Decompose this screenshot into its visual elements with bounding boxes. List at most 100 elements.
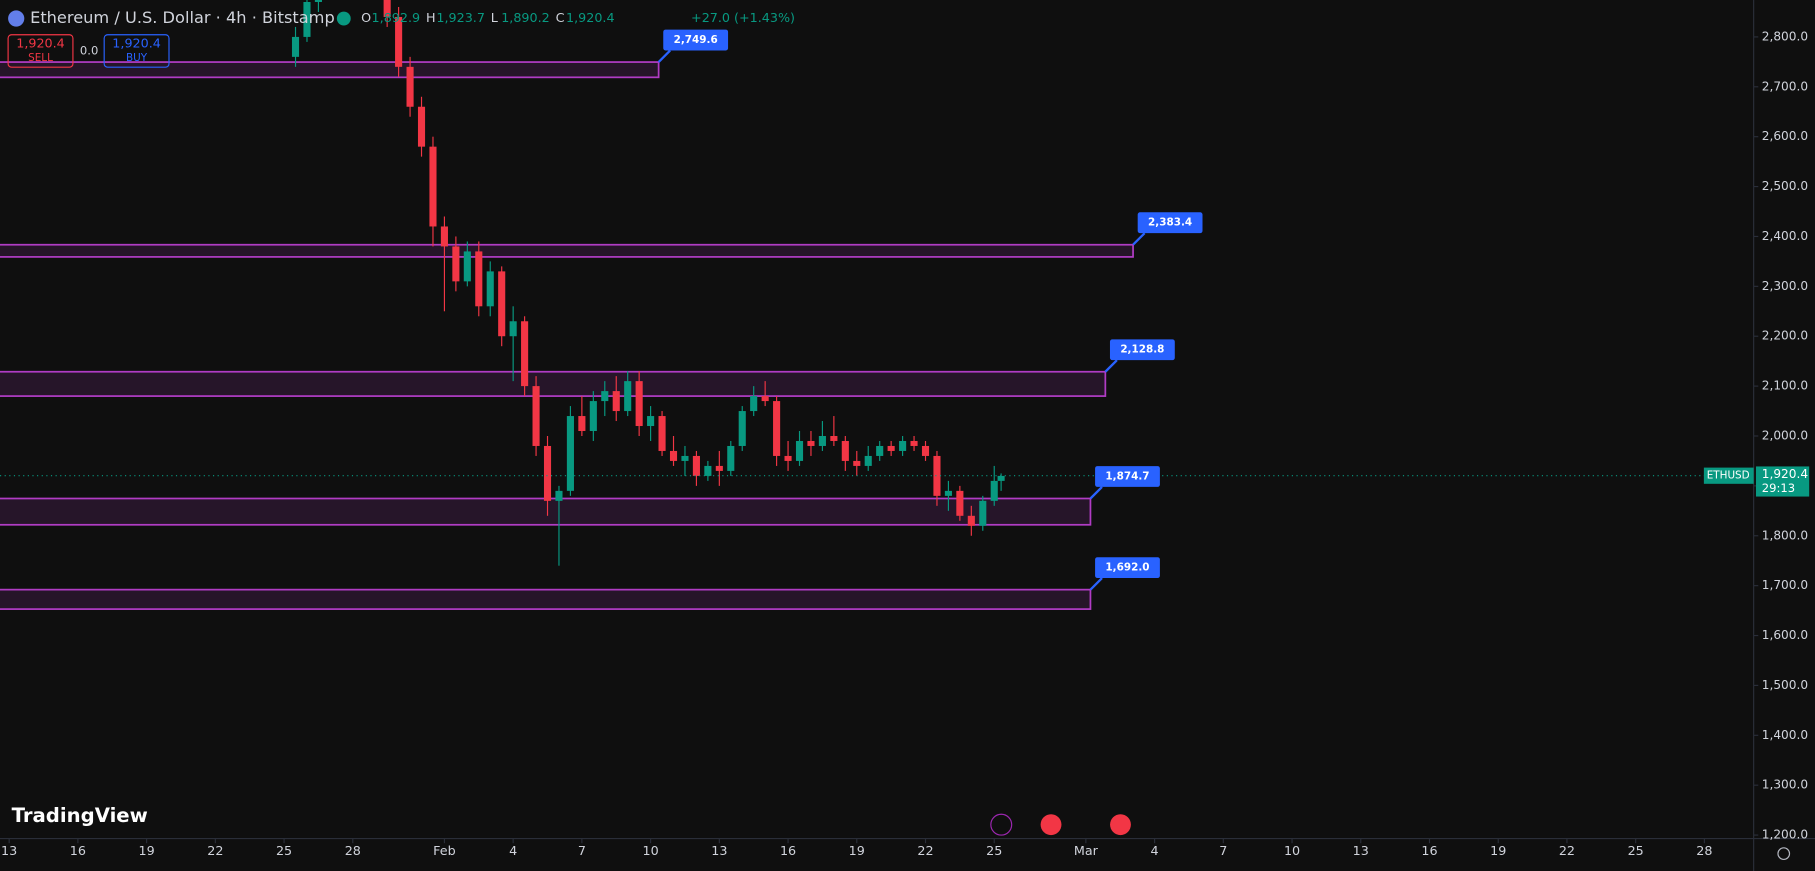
zone-label-box	[1137, 212, 1203, 234]
x-tick-label: 13	[1, 844, 17, 859]
y-tick-label: 1,500.0	[1762, 678, 1808, 692]
candle-body	[669, 450, 678, 461]
y-tick-label: 2,200.0	[1762, 329, 1808, 343]
x-tick-label: 16	[1421, 844, 1437, 859]
event-icon[interactable]	[990, 813, 1013, 836]
x-tick-label: 19	[1490, 844, 1506, 859]
candle-body	[578, 416, 586, 432]
candle-body	[555, 490, 563, 501]
change: +27.0 (+1.43%)	[691, 11, 795, 26]
sell-button[interactable]	[7, 34, 74, 68]
zone	[0, 243, 1134, 258]
x-tick-label: 16	[780, 844, 796, 859]
candle-body	[910, 440, 918, 446]
market-status	[336, 11, 351, 26]
candle-body	[647, 416, 655, 427]
y-tick-label: 1,600.0	[1762, 628, 1808, 642]
buy-button[interactable]	[103, 34, 170, 68]
candle-body	[704, 465, 712, 476]
candle-body	[303, 1, 311, 37]
candle-body	[761, 396, 769, 402]
symbol-title[interactable]: Ethereum / U.S. Dollar · 4h · Bitstamp	[30, 8, 335, 27]
y-tick-label: 2,700.0	[1762, 79, 1808, 93]
price-tag	[1755, 466, 1810, 497]
y-tick-label: 2,400.0	[1762, 229, 1808, 243]
candle-body	[887, 445, 895, 451]
candle-body	[635, 381, 643, 427]
y-tick-label: 1,300.0	[1762, 778, 1808, 792]
x-tick-label: 7	[578, 844, 586, 859]
overlay: Ethereum / U.S. Dollar · 4h · Bitstamp 1…	[7, 8, 1791, 860]
x-tick-label: 25	[1628, 844, 1644, 859]
event-icon[interactable]	[1040, 814, 1062, 836]
x-tick-label: 22	[207, 844, 223, 859]
settings-button[interactable]	[1777, 847, 1791, 860]
candle-body	[452, 246, 460, 282]
y-tick-label: 2,600.0	[1762, 129, 1808, 143]
candle-body	[727, 445, 735, 471]
y-tick-label: 1,800.0	[1762, 528, 1808, 542]
zone-connector	[1089, 486, 1103, 500]
candle-body	[933, 455, 941, 496]
x-tick-label: Mar	[1074, 844, 1099, 859]
candle-body	[944, 490, 952, 496]
candle-body	[738, 411, 746, 446]
y-tick-label: 2,300.0	[1762, 279, 1808, 293]
candle-body	[773, 401, 781, 456]
candle-body	[692, 455, 700, 476]
zone-label-box	[663, 29, 729, 51]
y-tick-label: 1,400.0	[1762, 728, 1808, 742]
candle-body	[417, 106, 426, 147]
x-tick-label: 19	[849, 844, 865, 859]
x-tick-label: 13	[711, 844, 727, 859]
price-tag-label: 1,920.4	[1762, 467, 1809, 481]
ohlc-value: 1,890.2	[501, 11, 550, 26]
x-tick-label: 10	[1284, 844, 1300, 859]
x-tick-label: 4	[1151, 844, 1159, 859]
x-tick-label: 7	[1219, 844, 1227, 859]
zone	[0, 588, 1092, 610]
spread: 0.0	[80, 43, 98, 57]
candle-body	[795, 440, 804, 461]
candle-body	[853, 460, 861, 466]
candle-body	[543, 445, 552, 501]
candle-body	[921, 445, 930, 456]
sell-price: 1,920.4	[16, 37, 65, 52]
zone-connector	[1104, 359, 1118, 373]
candle-body	[291, 36, 300, 57]
candle-body	[658, 416, 666, 451]
x-tick-label: 25	[276, 844, 292, 859]
candle-body	[899, 440, 907, 451]
y-tick-label: 2,000.0	[1762, 428, 1808, 442]
y-tick-label: 2,800.0	[1762, 29, 1808, 43]
candle-body	[715, 465, 723, 471]
candle-body	[997, 475, 1005, 481]
candle-body	[440, 226, 448, 247]
candle-body	[509, 321, 517, 337]
zone-label: 1,692.0	[1105, 562, 1149, 574]
x-tick-label: 22	[917, 844, 933, 859]
zone	[0, 370, 1107, 397]
candle-body	[624, 381, 632, 412]
x-tick-label: 16	[70, 844, 86, 859]
event-icon[interactable]	[1110, 814, 1131, 836]
candle-body	[990, 480, 998, 501]
ohlc-value: 1,920.4	[566, 11, 615, 26]
x-tick-label: 19	[139, 844, 155, 859]
buy-price: 1,920.4	[112, 37, 161, 52]
candle-body	[566, 416, 574, 491]
zone-label-box	[1095, 466, 1160, 487]
candle-body	[612, 391, 620, 412]
x-tick-label: 10	[643, 844, 659, 859]
buy-label: BUY	[126, 52, 148, 64]
candle-body	[807, 440, 815, 446]
logo[interactable]: TradingView	[12, 804, 148, 827]
candle-body	[956, 490, 964, 516]
candle-body	[383, 0, 391, 17]
candle-body	[784, 455, 792, 461]
zone	[0, 497, 1092, 526]
x-tick-label: 22	[1559, 844, 1575, 859]
candle-body	[864, 455, 872, 466]
symbol-tag	[1703, 467, 1754, 484]
